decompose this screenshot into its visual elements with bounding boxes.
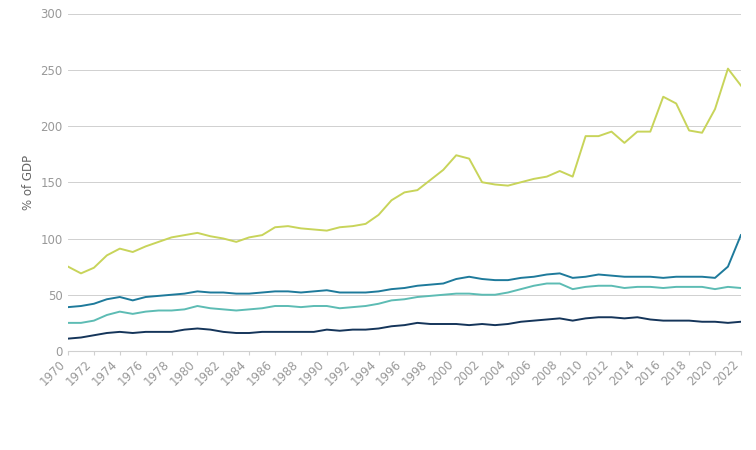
World	[451, 291, 460, 297]
Line: World: World	[68, 284, 741, 323]
Euro area	[736, 232, 745, 238]
World	[465, 291, 474, 297]
Euro area	[581, 274, 590, 279]
Ireland	[503, 183, 513, 188]
United States	[465, 322, 474, 328]
Ireland	[478, 180, 487, 185]
Euro area	[491, 277, 500, 283]
Euro area	[245, 291, 254, 297]
Euro area	[451, 276, 460, 282]
Ireland	[76, 270, 85, 276]
United States	[671, 318, 680, 323]
Line: United States: United States	[68, 317, 741, 339]
Ireland	[594, 133, 603, 139]
Ireland	[64, 264, 73, 269]
Line: Euro area: Euro area	[68, 235, 741, 307]
United States	[451, 321, 460, 327]
Ireland	[516, 180, 525, 185]
United States	[245, 330, 254, 336]
Ireland	[258, 232, 267, 238]
World	[594, 283, 603, 288]
Line: Ireland: Ireland	[68, 68, 741, 273]
Ireland	[736, 83, 745, 88]
United States	[64, 336, 73, 342]
United States	[491, 322, 500, 328]
Euro area	[465, 274, 474, 279]
Euro area	[64, 304, 73, 310]
United States	[736, 319, 745, 324]
United States	[594, 315, 603, 320]
World	[736, 285, 745, 291]
Ireland	[723, 66, 733, 71]
United States	[581, 316, 590, 321]
Ireland	[465, 156, 474, 162]
World	[245, 307, 254, 312]
World	[671, 284, 680, 290]
Euro area	[658, 275, 668, 281]
World	[64, 320, 73, 326]
World	[542, 281, 551, 286]
World	[491, 292, 500, 297]
Y-axis label: % of GDP: % of GDP	[22, 155, 35, 210]
